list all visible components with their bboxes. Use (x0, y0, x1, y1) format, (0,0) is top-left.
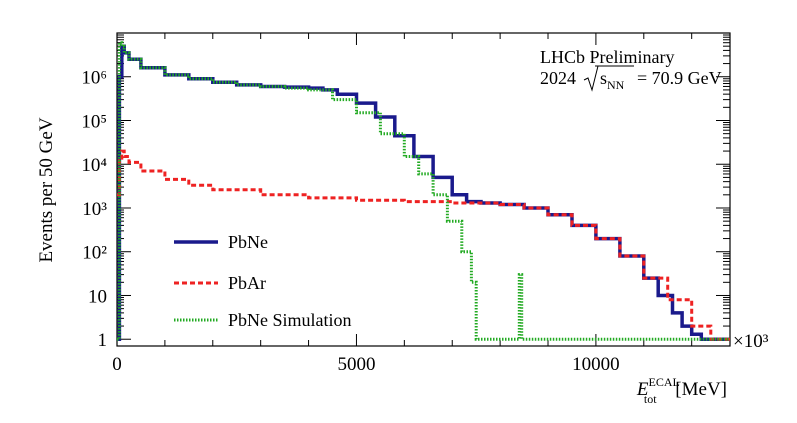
legend-label: PbAr (228, 273, 266, 293)
legend-label: PbNe (228, 232, 268, 252)
y-tick-label: 10⁵ (81, 111, 107, 132)
axis-labels: 0 5000 10000 1 10 10² 10³ 10⁴ 10⁵ 10⁶ (81, 68, 619, 375)
lhcb-annotation: LHCb Preliminary 2024 sNN = 70.9 GeV (540, 47, 722, 92)
x-tick-label: 0 (112, 354, 122, 375)
legend: PbNe PbAr PbNe Simulation (174, 232, 352, 330)
series-line-pbar (117, 149, 730, 341)
y-tick-label: 10² (82, 243, 107, 264)
x-multiplier: ×10³ (733, 331, 769, 352)
series-layer (117, 41, 730, 341)
annotation-year: 2024 (540, 68, 576, 88)
y-axis-title: Events per 50 GeV (36, 117, 57, 262)
legend-label: PbNe Simulation (228, 310, 352, 330)
y-tick-label: 10⁶ (81, 68, 107, 89)
y-tick-label: 10⁴ (81, 155, 107, 176)
series-line-pbne-simulation (117, 41, 730, 341)
y-tick-label: 10³ (82, 199, 107, 220)
plot-frame (116, 32, 731, 347)
x-tick-label: 5000 (337, 354, 375, 375)
x-tick-label: 10000 (572, 354, 620, 375)
series-line-pbne (117, 44, 730, 341)
annotation-sqrt-s: sNN (600, 68, 625, 92)
y-tick-label: 1 (98, 330, 108, 351)
x-axis-title: EECAL tot [MeV] (636, 375, 727, 406)
annotation-energy: = 70.9 GeV (637, 68, 722, 88)
sqrt-sign (583, 65, 634, 92)
annotation-line1: LHCb Preliminary (540, 47, 674, 67)
y-tick-label: 10 (88, 286, 107, 307)
